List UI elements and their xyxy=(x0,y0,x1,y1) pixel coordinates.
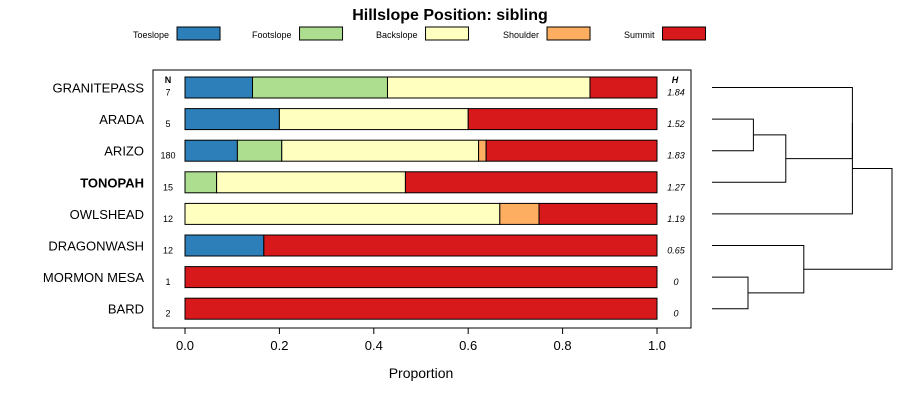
row-label: GRANITEPASS xyxy=(52,81,144,96)
x-axis: 0.0 0.2 0.4 0.6 0.8 1.0 xyxy=(176,328,666,353)
row-dragonwash: DRAGONWASH 12 0.65 xyxy=(48,234,686,257)
row-bard: BARD 2 0 xyxy=(108,297,679,320)
row-label: OWLSHEAD xyxy=(70,207,144,222)
bar-segment-summit xyxy=(538,202,658,225)
row-label: BARD xyxy=(108,302,144,317)
bar-segment-summit xyxy=(184,297,658,320)
dendrogram-branch xyxy=(712,245,805,294)
row-arada: ARADA 5 1.52 xyxy=(99,108,685,131)
bar-segment-toeslope xyxy=(184,108,280,131)
bar-segment-summit xyxy=(485,139,658,162)
n-column-header: N xyxy=(165,75,172,85)
legend-swatch-footslope xyxy=(299,26,344,41)
legend-label-backslope: Backslope xyxy=(376,30,418,40)
row-label: ARADA xyxy=(99,112,144,127)
n-value: 12 xyxy=(163,214,173,224)
bar-segment-toeslope xyxy=(184,76,253,99)
bar-segment-shoulder xyxy=(478,139,487,162)
bar-segment-summit xyxy=(467,108,658,131)
legend-swatch-summit xyxy=(662,26,707,41)
legend-label-footslope: Footslope xyxy=(252,30,292,40)
row-label: TONOPAH xyxy=(80,175,144,190)
x-tick-label: 0.0 xyxy=(176,338,194,353)
row-label: DRAGONWASH xyxy=(48,239,144,254)
n-value: 180 xyxy=(160,151,175,161)
bar-segment-backslope xyxy=(184,202,501,225)
legend-label-summit: Summit xyxy=(624,30,655,40)
n-value: 2 xyxy=(165,309,170,319)
bar-segment-backslope xyxy=(386,76,591,99)
n-value: 15 xyxy=(163,182,173,192)
bar-segment-backslope xyxy=(281,139,480,162)
row-tonopah: TONOPAH 15 1.27 xyxy=(80,171,686,194)
h-value: 0.65 xyxy=(667,246,686,256)
n-value: 1 xyxy=(165,277,170,287)
row-granitepass: GRANITEPASS 7 1.84 xyxy=(52,76,685,99)
h-value: 1.84 xyxy=(667,88,685,98)
bar-segment-shoulder xyxy=(499,202,540,225)
n-value: 7 xyxy=(165,88,170,98)
h-value: 1.27 xyxy=(667,182,686,192)
bar-segment-summit xyxy=(589,76,658,99)
chart-title: Hillslope Position: sibling xyxy=(352,7,548,24)
x-axis-label: Proportion xyxy=(389,365,454,381)
bar-segment-summit xyxy=(263,234,658,257)
dendrogram-branch xyxy=(712,87,853,160)
n-value: 5 xyxy=(165,119,170,129)
row-arizo: ARIZO 180 1.83 xyxy=(104,139,685,162)
row-label: MORMON MESA xyxy=(43,270,144,285)
h-value: 1.83 xyxy=(667,151,685,161)
dendrogram-branch xyxy=(712,134,787,183)
bar-segment-footslope xyxy=(251,76,388,99)
x-tick-label: 0.8 xyxy=(554,338,572,353)
n-value: 12 xyxy=(163,246,173,256)
dendrogram-branch xyxy=(712,276,749,310)
bar-segment-toeslope xyxy=(184,139,238,162)
bar-segment-footslope xyxy=(184,171,218,194)
h-value: 0 xyxy=(673,277,678,287)
x-tick-label: 0.6 xyxy=(459,338,477,353)
bar-segment-summit xyxy=(404,171,658,194)
x-tick-label: 0.4 xyxy=(365,338,383,353)
legend-swatch-toeslope xyxy=(176,26,221,41)
bar-segment-backslope xyxy=(278,108,469,131)
h-value: 1.19 xyxy=(667,214,685,224)
x-tick-label: 0.2 xyxy=(270,338,288,353)
dendrogram-branch xyxy=(803,167,893,270)
legend: Toeslope Footslope Backslope Shoulder Summit xyxy=(133,26,707,41)
dendrogram-branch xyxy=(712,118,754,152)
bar-segment-footslope xyxy=(236,139,283,162)
legend-swatch-shoulder xyxy=(546,26,591,41)
h-value: 1.52 xyxy=(667,119,685,129)
bar-segment-summit xyxy=(184,266,658,289)
legend-swatch-backslope xyxy=(425,26,470,41)
row-label: ARIZO xyxy=(104,144,144,159)
x-tick-label: 1.0 xyxy=(648,338,666,353)
row-owlshead: OWLSHEAD 12 1.19 xyxy=(70,202,685,225)
bar-segment-backslope xyxy=(216,171,406,194)
bar-segment-toeslope xyxy=(184,234,265,257)
dendrogram xyxy=(712,87,893,310)
plot-frame xyxy=(152,69,692,329)
legend-label-shoulder: Shoulder xyxy=(503,30,539,40)
h-value: 0 xyxy=(673,309,678,319)
row-mormon-mesa: MORMON MESA 1 0 xyxy=(43,266,679,289)
dendrogram-branch xyxy=(712,123,853,215)
legend-label-toeslope: Toeslope xyxy=(133,30,169,40)
h-column-header: H xyxy=(672,75,679,85)
bar-rows: GRANITEPASS 7 1.84 ARADA 5 1.52 ARIZO 180 1.83 TO… xyxy=(43,76,686,320)
